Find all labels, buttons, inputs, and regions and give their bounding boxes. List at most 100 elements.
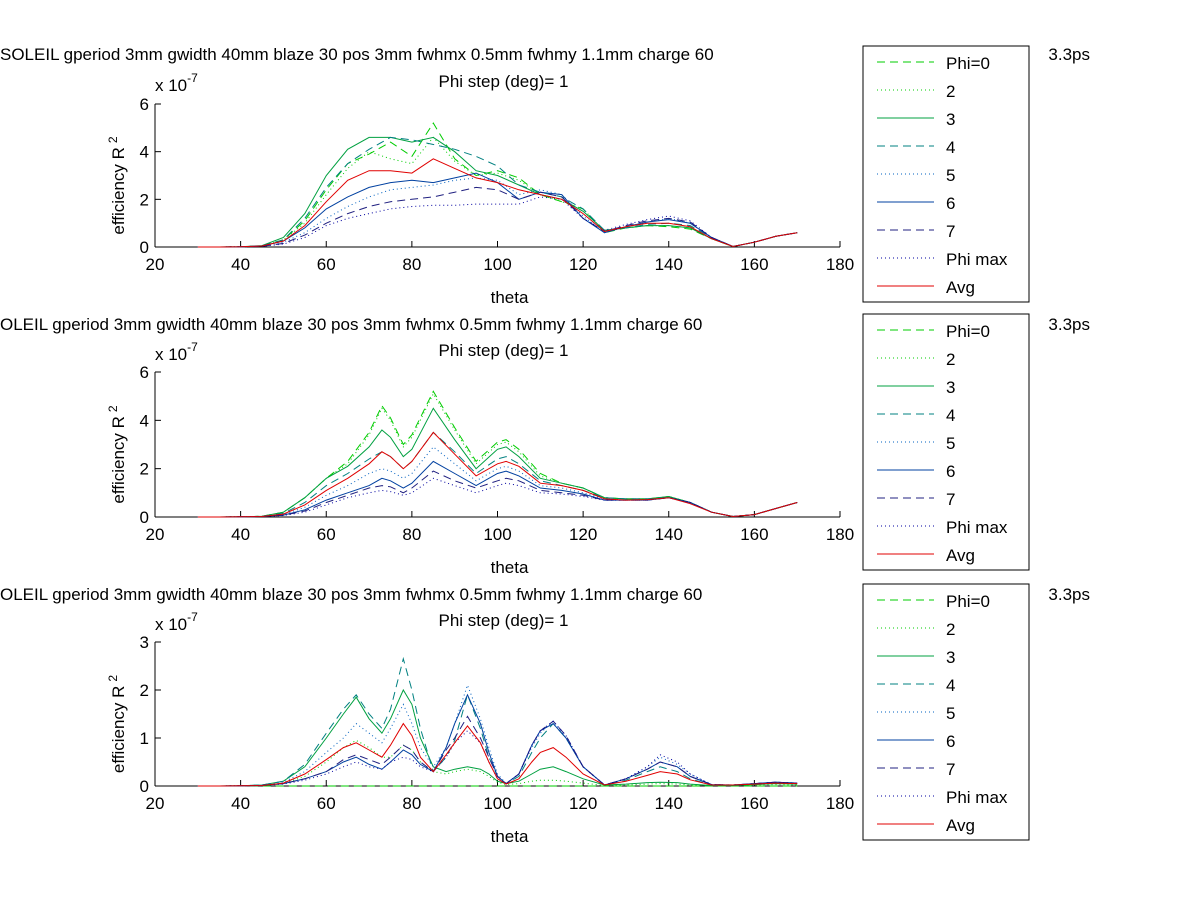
plot-title-line2: Phi step (deg)= 1 <box>439 341 569 360</box>
subplot-3: OLEIL gperiod 3mm gwidth 40mm blaze 30 p… <box>0 583 1090 846</box>
plot-title-line2: Phi step (deg)= 1 <box>439 611 569 630</box>
legend: Phi=0 2 3 4 5 6 7 Phi max Avg <box>862 313 1030 571</box>
legend-box <box>862 45 1030 303</box>
series-line <box>197 477 798 518</box>
legend-label: 5 <box>946 434 955 453</box>
legend-label: 7 <box>946 760 955 779</box>
plot-title-line2: Phi step (deg)= 1 <box>439 72 569 91</box>
plot-title-tail: 3.3ps <box>1048 315 1090 334</box>
legend-label: 2 <box>946 82 955 101</box>
x-tick-label: 180 <box>826 525 854 544</box>
y-tick-label: 2 <box>140 190 149 209</box>
x-tick-label: 40 <box>231 255 250 274</box>
legend-label: 5 <box>946 166 955 185</box>
legend-label: Phi max <box>946 518 1008 537</box>
x-tick-label: 40 <box>231 794 250 813</box>
plot-title-line1: OLEIL gperiod 3mm gwidth 40mm blaze 30 p… <box>0 315 702 334</box>
series-line <box>197 431 798 518</box>
legend-label: Avg <box>946 546 975 565</box>
y-axis-label-superscript: 2 <box>106 136 120 143</box>
series-line <box>197 136 798 248</box>
legend-label: 4 <box>946 138 955 157</box>
legend-label: Avg <box>946 278 975 297</box>
legend: Phi=0 2 3 4 5 6 7 Phi max Avg <box>862 583 1030 841</box>
legend-label: 3 <box>946 648 955 667</box>
y-tick-label: 0 <box>140 508 149 527</box>
x-tick-label: 20 <box>146 794 165 813</box>
y-tick-label: 4 <box>140 143 149 162</box>
legend-box <box>862 583 1030 841</box>
x-tick-label: 160 <box>740 794 768 813</box>
legend-label: 5 <box>946 704 955 723</box>
y-axis-label: efficiency R2 <box>106 136 128 235</box>
legend-label: 2 <box>946 350 955 369</box>
y-tick-label: 4 <box>140 411 149 430</box>
series-line <box>197 715 798 787</box>
x-tick-label: 100 <box>483 525 511 544</box>
series-line <box>197 722 798 787</box>
y-axis-label: efficiency R2 <box>106 675 128 774</box>
legend-label: 4 <box>946 676 955 695</box>
x-tick-label: 60 <box>317 525 336 544</box>
y-exponent-superscript: -7 <box>187 610 198 624</box>
x-tick-label: 120 <box>569 525 597 544</box>
plot-title-tail: 3.3ps <box>1048 585 1090 604</box>
y-tick-label: 6 <box>140 363 149 382</box>
series-line <box>197 688 798 787</box>
plot-title-tail: 3.3ps <box>1048 45 1090 64</box>
y-exponent-superscript: -7 <box>187 71 198 85</box>
legend-label: 4 <box>946 406 955 425</box>
legend-label: Phi=0 <box>946 54 990 73</box>
y-tick-label: 2 <box>140 681 149 700</box>
series-line <box>197 446 798 518</box>
legend-label: Phi=0 <box>946 322 990 341</box>
series-line <box>197 390 798 518</box>
legend-label: Phi=0 <box>946 592 990 611</box>
series-line <box>197 683 798 787</box>
legend-label: 6 <box>946 732 955 751</box>
series-line <box>197 122 798 248</box>
x-tick-label: 60 <box>317 255 336 274</box>
x-tick-label: 120 <box>569 794 597 813</box>
y-tick-label: 2 <box>140 460 149 479</box>
x-tick-label: 80 <box>402 255 421 274</box>
y-exponent-superscript: -7 <box>187 340 198 354</box>
y-tick-label: 6 <box>140 95 149 114</box>
x-tick-label: 80 <box>402 525 421 544</box>
x-tick-label: 20 <box>146 255 165 274</box>
x-tick-label: 80 <box>402 794 421 813</box>
legend-label: 3 <box>946 110 955 129</box>
legend: Phi=0 2 3 4 5 6 7 Phi max Avg <box>862 45 1030 303</box>
plot-title-line1: OLEIL gperiod 3mm gwidth 40mm blaze 30 p… <box>0 585 702 604</box>
subplot-1: SOLEIL gperiod 3mm gwidth 40mm blaze 30 … <box>0 45 1090 307</box>
x-tick-label: 20 <box>146 525 165 544</box>
legend-label: Avg <box>946 816 975 835</box>
y-axis-label-superscript: 2 <box>106 675 120 682</box>
x-tick-label: 160 <box>740 255 768 274</box>
series-line <box>197 158 798 248</box>
y-tick-label: 3 <box>140 633 149 652</box>
x-tick-label: 140 <box>655 794 683 813</box>
legend-label: 6 <box>946 194 955 213</box>
x-tick-label: 60 <box>317 794 336 813</box>
legend-label: 3 <box>946 378 955 397</box>
legend-label: 7 <box>946 222 955 241</box>
plot-title-line1: SOLEIL gperiod 3mm gwidth 40mm blaze 30 … <box>0 45 714 64</box>
x-tick-label: 40 <box>231 525 250 544</box>
x-tick-label: 140 <box>655 525 683 544</box>
x-axis-label: theta <box>491 288 529 307</box>
x-tick-label: 160 <box>740 525 768 544</box>
legend-label: 2 <box>946 620 955 639</box>
legend-label: 7 <box>946 490 955 509</box>
series-line <box>197 136 798 248</box>
legend-label: Phi max <box>946 250 1008 269</box>
y-axis-label: efficiency R2 <box>106 405 128 504</box>
x-tick-label: 100 <box>483 794 511 813</box>
x-tick-label: 100 <box>483 255 511 274</box>
x-axis-label: theta <box>491 827 529 846</box>
y-axis-label-superscript: 2 <box>106 405 120 412</box>
series-line <box>197 136 798 248</box>
series-line <box>197 196 798 248</box>
legend-label: Phi max <box>946 788 1008 807</box>
